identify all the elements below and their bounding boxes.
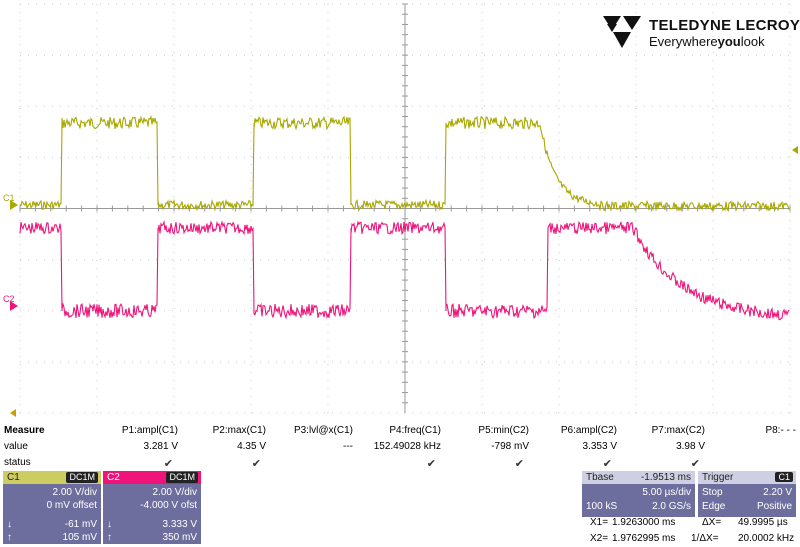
measure-row-status-label: status: [4, 457, 31, 468]
channel-c1-marker-icon[interactable]: [10, 200, 18, 210]
timebase-descriptor[interactable]: Tbase -1.9513 ms 5.00 µs/div 100 kS 2.0 G…: [582, 471, 695, 517]
channel-name: C1: [7, 472, 20, 483]
measure-param-value: 3.281 V: [143, 441, 178, 452]
cursor-x1-value: 1.9263000 ms: [612, 517, 676, 528]
channel-c2-label: C2: [3, 294, 15, 304]
measure-param-name: P2:max(C1): [212, 425, 266, 436]
lecroy-triangle-icon: [603, 16, 641, 48]
sample-rate: 2.0 GS/s: [652, 501, 691, 512]
cursor-x1-label: X1=: [590, 517, 609, 528]
offset: 0 mV offset: [46, 500, 97, 511]
trigger-type: Edge: [702, 501, 726, 512]
measure-param-status: ✔: [426, 458, 436, 470]
timebase-label: Tbase: [586, 472, 614, 483]
measure-param-status: ✔: [602, 458, 612, 470]
measure-param-status: ✔: [251, 458, 261, 470]
waveform-display[interactable]: C1 C2: [0, 0, 800, 420]
measure-row-value-label: value: [4, 441, 28, 452]
cursor-x2-label: X2=: [590, 533, 609, 544]
offset: -4.000 V ofst: [140, 500, 197, 511]
trigger-level-marker-icon[interactable]: [792, 146, 798, 154]
up-arrow-icon: ↑: [7, 532, 12, 543]
measure-param-status: ✔: [690, 458, 700, 470]
trigger-position-marker-icon: [10, 409, 16, 417]
trigger-label: Trigger: [702, 472, 734, 483]
waveform-grid: C1 C2: [3, 3, 798, 417]
down-arrow-icon: ↓: [7, 519, 12, 530]
volts-per-div: 2.00 V/div: [52, 487, 97, 498]
high-readout: 105 mV: [62, 532, 97, 543]
measure-param-name: P1:ampl(C1): [121, 425, 178, 436]
sample-count: 100 kS: [586, 501, 618, 512]
timebase-delay: -1.9513 ms: [640, 472, 691, 483]
trigger-mode: Stop: [702, 487, 723, 498]
volts-per-div: 2.00 V/div: [152, 487, 197, 498]
brand-tagline: Everywhereyoulook: [649, 34, 765, 49]
measure-param-name: P7:max(C2): [651, 425, 705, 436]
teledyne-lecroy-logo: TELEDYNE LECROY Everywhereyoulook: [603, 16, 800, 52]
up-arrow-icon: ↑: [107, 532, 112, 543]
cursor-inv-dx-label: 1/ΔX=: [691, 533, 719, 544]
measure-param-value: 3.353 V: [582, 441, 617, 452]
coupling-badge: DC1M: [166, 472, 198, 483]
cursor-dx-label: ΔX=: [702, 517, 722, 528]
measure-param-value: ---: [343, 441, 353, 452]
trace-c1: [19, 115, 790, 213]
trace-c2: [19, 219, 790, 321]
measure-param-name: P4:freq(C1): [389, 425, 441, 436]
trigger-descriptor[interactable]: Trigger C1 Stop 2.20 V Edge Positive: [698, 471, 796, 517]
trigger-slope: Positive: [756, 501, 792, 512]
channel-name: C2: [107, 472, 120, 483]
measure-param-status: ✔: [163, 458, 173, 470]
cursor-dx-value: 49.9995 µs: [738, 517, 788, 528]
channel-c2-descriptor[interactable]: C2 DC1M 2.00 V/div -4.000 V ofst ↓ 3.333 …: [103, 471, 201, 544]
cursor-inv-dx-value: 20.0002 kHz: [738, 533, 795, 544]
channel-c1-descriptor[interactable]: C1 DC1M 2.00 V/div 0 mV offset ↓ -61 mV ↑…: [3, 471, 101, 544]
measure-param-name: P6:ampl(C2): [560, 425, 617, 436]
channel-c2-marker-icon[interactable]: [10, 301, 18, 311]
trigger-channel-badge: C1: [775, 472, 793, 482]
coupling-badge: DC1M: [66, 472, 98, 483]
low-readout: -61 mV: [64, 519, 97, 530]
measure-title: Measure: [4, 425, 45, 436]
measure-param-value: 3.98 V: [676, 441, 705, 452]
brand-name: TELEDYNE LECROY: [649, 17, 800, 34]
low-readout: 3.333 V: [162, 519, 197, 530]
measure-param-value: 152.49028 kHz: [373, 441, 441, 452]
measure-param-name: P5:min(C2): [478, 425, 529, 436]
measure-param-status: ✔: [514, 458, 524, 470]
cursor-x2-value: 1.9762995 ms: [612, 533, 676, 544]
high-readout: 350 mV: [162, 532, 197, 543]
down-arrow-icon: ↓: [107, 519, 112, 530]
channel-c1-label: C1: [3, 193, 15, 203]
measure-param-value: 4.35 V: [237, 441, 266, 452]
measure-table: Measure value status P1:ampl(C1) 3.281 V ✔…: [0, 422, 800, 472]
measure-param-name: P8:- - -: [765, 425, 796, 436]
measure-param-name: P3:lvl@x(C1): [293, 425, 353, 436]
measure-param-value: -798 mV: [491, 441, 529, 452]
trigger-level: 2.20 V: [763, 487, 792, 498]
time-per-div: 5.00 µs/div: [642, 487, 691, 498]
